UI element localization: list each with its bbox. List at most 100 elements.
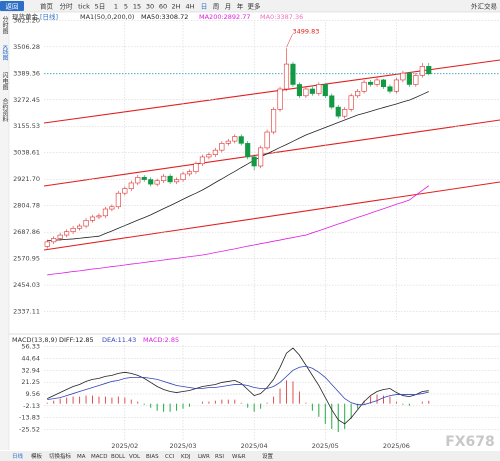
sidebar-tab[interactable]: K线图 [1,45,8,62]
candle-body [413,75,419,85]
annotation-leader [286,34,293,48]
candle-body [180,173,186,180]
candle-body [290,63,296,85]
candle-body [193,163,199,172]
candle-body [141,177,147,180]
candle-body [264,131,270,149]
indicator-tab[interactable]: 日线 [12,452,24,460]
timeframe-tab[interactable]: tick [78,3,90,11]
candle-body [342,109,348,117]
indicator-tab[interactable]: VOL [129,454,141,460]
candle-body [51,238,57,243]
timeframe-tab[interactable]: 4H [185,3,194,11]
y-tick-label: 3272.45 [13,96,40,104]
candle-body [393,79,399,92]
indicator-tab[interactable]: BIAS [146,454,159,460]
timeframe-tab[interactable]: 更多 [248,2,262,11]
indicator-tab[interactable]: W&R [232,454,246,460]
macd-legend: DIFF:12.85 [59,336,94,344]
candle-body [380,79,387,88]
sidebar-tab[interactable]: 分时图 [1,15,8,35]
y-tick-label: 21.25 [21,378,40,386]
timeframe-tab[interactable]: 日 [201,3,208,11]
timeframe-tab[interactable]: 30 [146,3,154,11]
y-tick-label: 2570.95 [13,255,40,263]
indicator-tab[interactable]: BOLL [111,454,126,460]
ma-legend: MA1(50,0,200,0) [80,13,134,21]
candle-body [57,234,63,239]
macd-line [47,365,429,406]
candle-body [245,143,251,158]
ma-line [47,91,429,242]
timeframe-tab[interactable]: 月 [225,3,232,11]
candle-body [400,72,406,81]
y-tick-label: 2804.78 [13,202,40,210]
candle-body [44,241,50,247]
candle-body [154,180,160,185]
indicator-tab[interactable]: CCI [165,454,175,460]
candle-body [406,72,412,85]
candle-body [102,208,108,217]
timeframe-tab[interactable]: 年 [237,2,244,11]
candle-body [251,156,257,167]
home-label[interactable]: 首页 [40,2,54,11]
toolbar [0,0,500,12]
indicator-tab[interactable]: LWR [198,454,210,460]
candle-body [212,149,218,155]
indicator-tab[interactable]: MACD [91,454,108,460]
candle-body [348,95,354,110]
candle-body [335,106,341,117]
candle-body [426,66,432,75]
timeframe-tab[interactable]: 分时 [60,2,74,11]
candle-body [148,179,154,185]
x-tick-label: 2025/03 [170,442,197,450]
candle-body [322,84,328,97]
sidebar-tab[interactable]: 合约资料 [1,97,8,123]
candle-body [186,171,193,175]
y-tick-label: 3623.20 [13,16,40,24]
candle-body [83,220,89,227]
indicator-tab[interactable]: 设置 [262,452,274,460]
sidebar-tab[interactable]: 闪电图 [1,71,8,91]
timeframe-tab[interactable]: 周 [213,3,220,11]
indicator-tab[interactable]: KDJ [181,454,191,460]
y-tick-label: 32.94 [21,366,40,374]
indicator-tab[interactable]: MA [77,454,86,460]
timeframe-tab[interactable]: 1 [114,3,118,11]
candle-body [219,143,225,151]
candle-body [128,182,134,189]
candle-body [115,192,121,208]
candle-body [309,88,315,94]
indicator-tab[interactable]: RSI [215,454,224,460]
indicator-tab[interactable]: 模板 [31,452,43,460]
watermark: FX678 [445,434,495,450]
candle-body [199,156,205,165]
macd-legend: MACD:2.85 [143,336,179,344]
channel-line [43,119,500,187]
timeframe-tab[interactable]: 2H [171,3,180,11]
candle-body [174,179,180,183]
back-label[interactable]: 返回 [6,3,19,11]
candle-body [361,81,367,92]
timeframe-tab[interactable]: 5日 [95,3,106,11]
candle-body [271,109,277,133]
y-tick-label: 56.33 [21,343,40,351]
timeframe-tab[interactable]: 5 [124,3,128,11]
y-tick-label: 2337.11 [13,308,40,316]
x-tick-label: 2025/06 [383,442,410,450]
timeframe-tab[interactable]: 15 [133,3,141,11]
trade-label[interactable]: 外汇交易 [471,2,497,11]
indicator-tab[interactable]: 切换指标 [49,452,72,460]
candle-body [135,177,141,184]
candle-body [374,79,380,85]
candle-body [64,231,70,236]
candle-body [89,216,96,221]
macd-legend: DEA:11.43 [102,336,136,344]
candle-body [206,154,212,158]
period-label: [日线] [40,12,58,21]
timeframe-tab[interactable]: 60 [159,3,167,11]
y-tick-label: 3389.36 [13,69,40,77]
back-button[interactable] [0,1,24,11]
instrument-title: 现货黄金 [12,12,39,21]
candle-body [258,147,264,167]
